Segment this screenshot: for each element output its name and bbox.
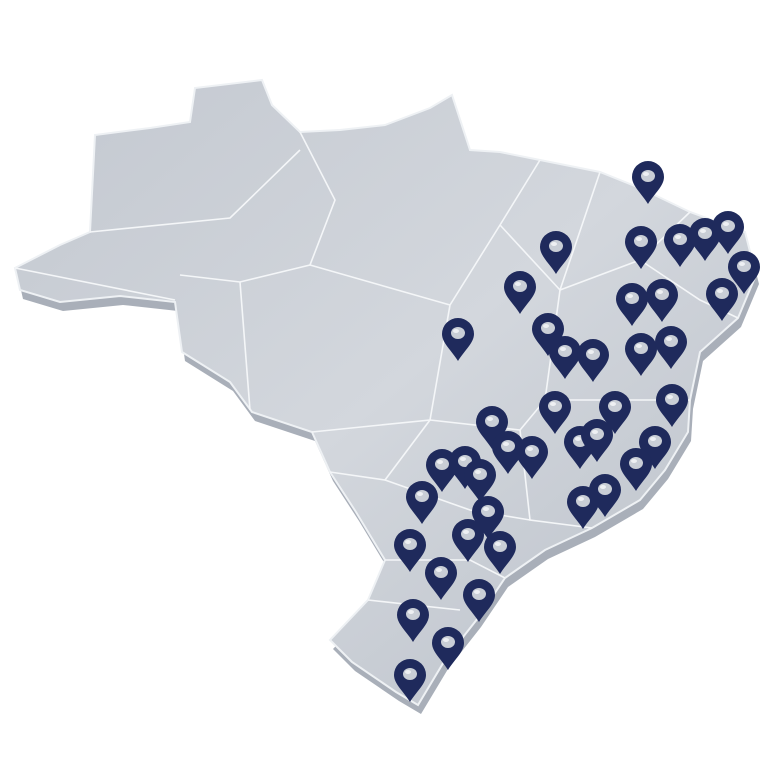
map-pin-icon[interactable] (463, 579, 495, 622)
map-pin-icon[interactable] (504, 271, 536, 314)
map-pin-icon[interactable] (472, 496, 504, 539)
map-pin-icon[interactable] (581, 419, 613, 462)
map-pin-icon[interactable] (620, 448, 652, 491)
map-pin-icon[interactable] (655, 326, 687, 369)
map-pin-icon[interactable] (639, 426, 671, 469)
map-markers (394, 161, 760, 702)
map-pin-icon[interactable] (464, 459, 496, 502)
map-pin-icon[interactable] (532, 313, 564, 356)
map-pin-icon[interactable] (706, 278, 738, 321)
map-pin-icon[interactable] (632, 161, 664, 204)
map-pin-icon[interactable] (656, 384, 688, 427)
map-pin-icon[interactable] (625, 226, 657, 269)
map-pin-icon[interactable] (539, 391, 571, 434)
map-pin-icon[interactable] (577, 339, 609, 382)
map-pin-icon[interactable] (476, 406, 508, 449)
map-pin-icon[interactable] (589, 474, 621, 517)
map-pin-icon[interactable] (599, 391, 631, 434)
map-pin-icon[interactable] (432, 627, 464, 670)
map-pin-icon[interactable] (625, 333, 657, 376)
map-pin-icon[interactable] (646, 279, 678, 322)
map-pin-icon[interactable] (394, 529, 426, 572)
map-pin-icon[interactable] (394, 659, 426, 702)
map-pin-icon[interactable] (549, 336, 581, 379)
state-border (89, 149, 301, 233)
map-pin-icon[interactable] (406, 481, 438, 524)
map-pin-icon[interactable] (442, 318, 474, 361)
state-border (299, 131, 451, 306)
state-border (179, 264, 311, 283)
state-border (14, 267, 176, 301)
country-surface (13, 78, 758, 707)
map-pin-icon[interactable] (540, 231, 572, 274)
map-pin-icon[interactable] (516, 436, 548, 479)
map-pin-icon[interactable] (425, 557, 457, 600)
map-pin-icon[interactable] (728, 251, 760, 294)
map-pin-icon[interactable] (397, 599, 429, 642)
map-pin-icon[interactable] (452, 519, 484, 562)
map-pin-icon[interactable] (492, 431, 524, 474)
map-pin-icon[interactable] (616, 283, 648, 326)
map-pin-icon[interactable] (712, 211, 744, 254)
map-pin-icon[interactable] (484, 531, 516, 574)
state-border (239, 281, 251, 411)
map-pin-icon[interactable] (664, 224, 696, 267)
